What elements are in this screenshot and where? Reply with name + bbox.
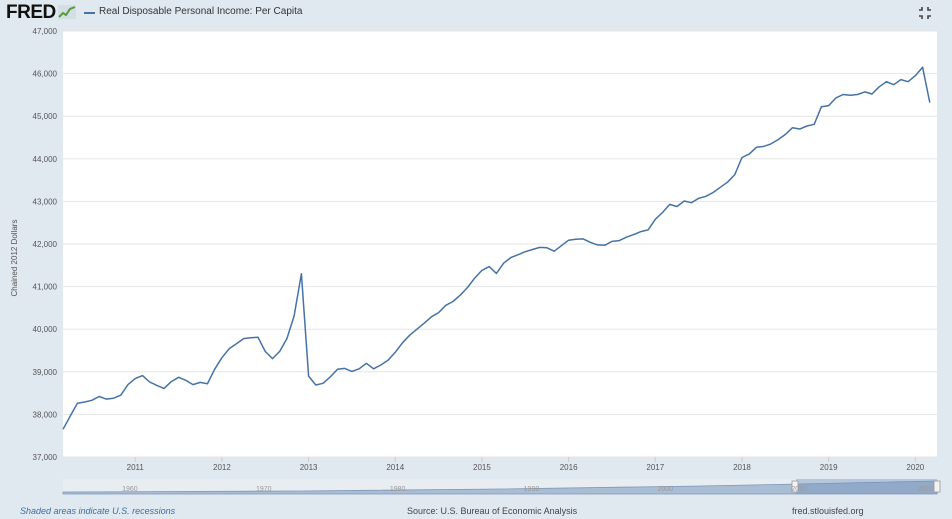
y-tick-label: 40,000 (33, 325, 58, 334)
x-tick-label: 2017 (646, 463, 664, 472)
y-tick-label: 41,000 (33, 283, 58, 292)
navigator-tick-label: 1960 (122, 486, 138, 493)
y-tick-label: 39,000 (33, 368, 58, 377)
fred-logo[interactable]: FRED (6, 2, 56, 23)
y-tick-label: 38,000 (33, 410, 58, 419)
x-axis-ticks: 2011 2012 2013 2014 2015 2016 2017 2018 2019 2020 (127, 457, 925, 472)
series-line (62, 66, 931, 430)
navigator-tick-label: 1970 (256, 486, 272, 493)
range-navigator[interactable]: 1960 1970 1980 1990 2000 2010 2020 (62, 479, 941, 495)
x-tick-label: 2016 (560, 463, 578, 472)
y-tick-label: 43,000 (33, 197, 58, 206)
y-tick-label: 37,000 (33, 453, 58, 462)
navigator-handle-right[interactable] (933, 480, 941, 493)
y-axis-ticks: 37,000 38,000 39,000 40,000 41,000 42,000 43,0… (33, 27, 58, 462)
source-text: Source: U.S. Bureau of Economic Analysis (407, 506, 578, 516)
x-tick-label: 2013 (300, 463, 318, 472)
recessions-note: Shaded areas indicate U.S. recessions (20, 506, 176, 516)
x-tick-label: 2015 (473, 463, 491, 472)
fullscreen-icon[interactable] (918, 6, 932, 20)
legend-swatch (84, 12, 95, 14)
legend-label[interactable]: Real Disposable Personal Income: Per Cap… (99, 6, 303, 17)
navigator-tick-label: 1980 (390, 486, 406, 493)
y-tick-label: 44,000 (33, 155, 58, 164)
y-tick-label: 46,000 (33, 70, 58, 79)
gridlines (63, 30, 937, 458)
y-tick-label: 42,000 (33, 240, 58, 249)
navigator-tick-label: 1990 (524, 486, 540, 493)
navigator-tick-label: 2000 (658, 486, 674, 493)
navigator-ticks: 1960 1970 1980 1990 2000 2010 2020 (122, 486, 933, 493)
x-tick-label: 2019 (820, 463, 838, 472)
line-graph-icon (58, 5, 76, 19)
site-link[interactable]: fred.stlouisfed.org (792, 506, 864, 516)
navigator-tick-label: 2020 (917, 486, 933, 493)
navigator-selected-range[interactable] (796, 479, 937, 494)
header: FRED Real Disposable Personal Income: Pe… (0, 0, 952, 26)
x-tick-label: 2014 (386, 463, 404, 472)
y-tick-label: 47,000 (33, 27, 58, 36)
x-tick-label: 2011 (127, 463, 145, 472)
x-tick-label: 2020 (906, 463, 924, 472)
y-axis-label: Chained 2012 Dollars (10, 220, 19, 297)
x-tick-label: 2012 (213, 463, 231, 472)
navigator-handle-left[interactable] (791, 480, 799, 493)
navigator-tick-label: 2010 (791, 486, 807, 493)
x-tick-label: 2018 (733, 463, 751, 472)
chart: 37,000 38,000 39,000 40,000 41,000 42,000 43,0… (10, 27, 941, 495)
y-tick-label: 45,000 (33, 112, 58, 121)
